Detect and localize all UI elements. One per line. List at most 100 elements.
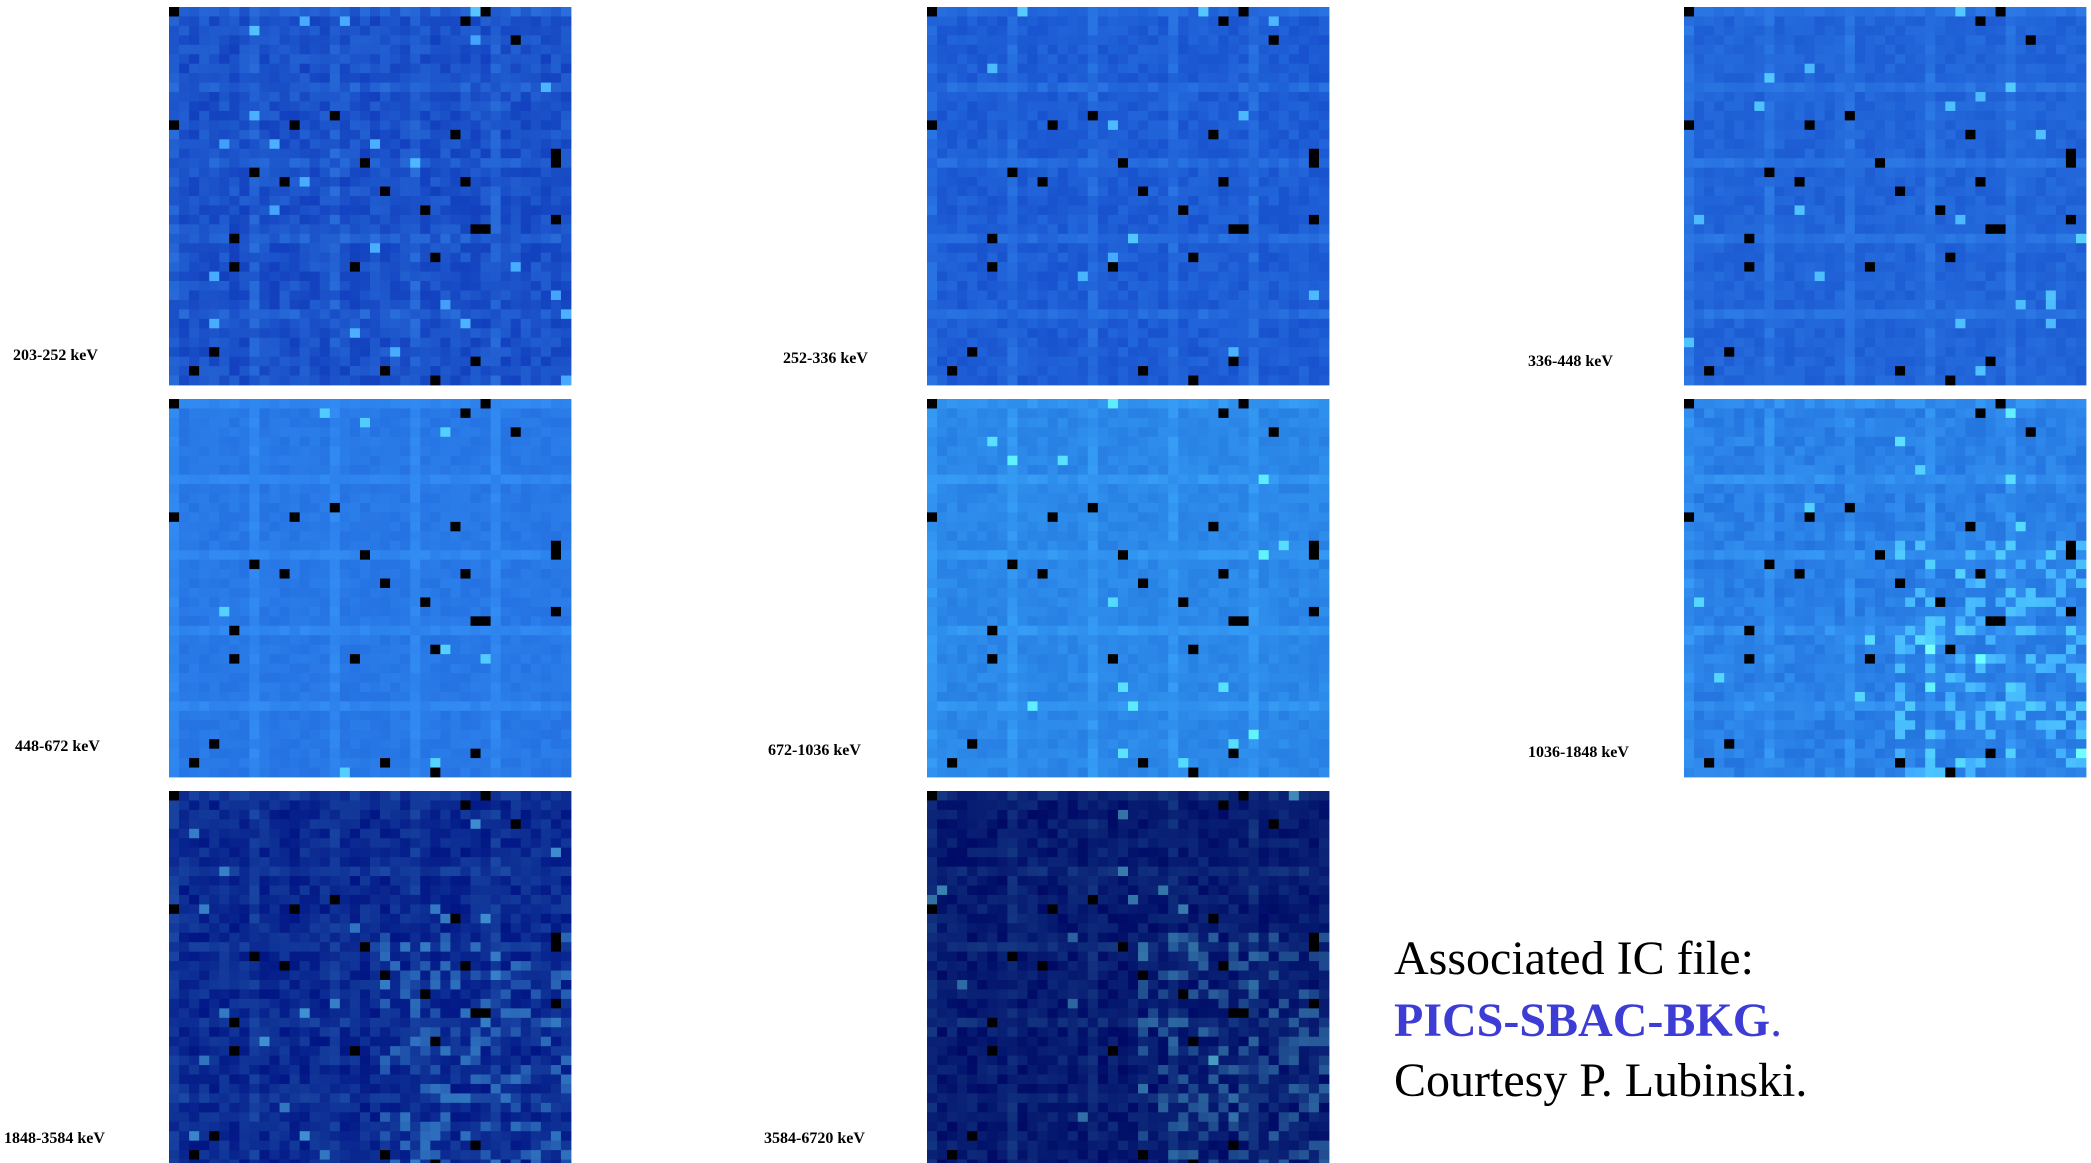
pixel: [937, 101, 948, 112]
pixel: [1158, 54, 1169, 65]
pixel: [1804, 129, 1816, 140]
pixel: [1714, 186, 1725, 197]
pixel: [460, 399, 471, 409]
pixel: [1814, 158, 1826, 169]
pixel: [189, 337, 200, 348]
pixel: [1047, 148, 1059, 159]
pixel: [967, 299, 978, 310]
pixel: [370, 427, 381, 438]
pixel: [219, 408, 230, 419]
pixel: [1067, 63, 1079, 74]
pixel: [1107, 356, 1119, 367]
pixel: [1684, 158, 1695, 169]
pixel: [2025, 318, 2037, 329]
pixel: [927, 186, 938, 197]
pixel: [560, 427, 572, 438]
pixel: [1694, 101, 1705, 112]
pixel: [1794, 271, 1805, 282]
pixel: [440, 196, 451, 206]
pixel: [259, 167, 270, 178]
pixel: [1208, 82, 1219, 93]
pixel: [1278, 205, 1290, 216]
pixel: [490, 366, 502, 376]
pixel: [289, 356, 301, 367]
pixel: [209, 262, 220, 272]
pixel: [1844, 110, 1856, 121]
pixel: [987, 318, 998, 329]
pixel: [339, 233, 351, 244]
pixel: [1148, 252, 1159, 263]
pixel: [229, 186, 240, 197]
pixel: [1198, 233, 1209, 244]
pixel: [1834, 120, 1846, 131]
pixel: [359, 243, 371, 254]
pixel: [1784, 63, 1795, 74]
pixel: [1925, 271, 1936, 282]
pixel: [450, 328, 461, 339]
pixel: [967, 196, 978, 206]
pixel: [530, 347, 542, 358]
pixel: [219, 318, 230, 329]
pixel: [1925, 224, 1936, 235]
pixel: [1138, 16, 1149, 27]
pixel: [1834, 16, 1846, 27]
pixel: [1077, 82, 1089, 93]
pixel: [390, 205, 401, 216]
pixel: [1238, 101, 1249, 112]
pixel: [1037, 328, 1048, 339]
pixel: [1017, 25, 1028, 36]
pixel: [2065, 148, 2077, 159]
pixel: [1258, 252, 1270, 263]
pixel: [2025, 337, 2037, 348]
pixel: [1684, 101, 1695, 112]
pixel: [500, 63, 512, 74]
pixel: [1188, 318, 1199, 329]
pixel: [1724, 54, 1735, 65]
pixel: [380, 54, 391, 65]
pixel: [1935, 186, 1946, 197]
pixel: [977, 224, 988, 235]
pixel: [1097, 243, 1109, 254]
pixel: [1975, 110, 1986, 121]
pixel: [1814, 148, 1826, 159]
pixel: [1684, 25, 1695, 36]
pixel: [329, 252, 341, 263]
pixel: [470, 318, 481, 329]
pixel: [470, 224, 481, 235]
pixel: [1714, 92, 1725, 102]
pixel: [1995, 205, 2006, 216]
pixel: [1148, 129, 1159, 140]
pixel: [510, 356, 522, 367]
pixel: [1935, 35, 1946, 46]
pixel: [1915, 120, 1926, 131]
pixel: [1985, 233, 1996, 244]
pixel: [1298, 347, 1310, 358]
pixel: [1318, 92, 1330, 102]
pixel: [1694, 224, 1705, 235]
pixel: [1268, 129, 1280, 140]
pixel: [1117, 243, 1129, 254]
pixel: [1905, 366, 1916, 376]
pixel: [410, 399, 421, 409]
pixel: [450, 366, 461, 376]
pixel: [1905, 252, 1916, 263]
pixel: [550, 337, 562, 348]
pixel: [1975, 35, 1986, 46]
pixel: [1794, 129, 1805, 140]
pixel: [2075, 309, 2087, 320]
pixel: [2015, 224, 2027, 235]
pixel: [977, 82, 988, 93]
pixel: [440, 101, 451, 112]
pixel: [1208, 129, 1219, 140]
pixel: [1017, 271, 1028, 282]
pixel: [1128, 54, 1139, 65]
pixel: [957, 120, 968, 131]
pixel: [1268, 177, 1280, 187]
pixel: [1784, 347, 1795, 358]
pixel: [169, 177, 180, 187]
pixel: [390, 271, 401, 282]
pixel: [209, 120, 220, 131]
pixel: [380, 399, 391, 409]
pixel: [1248, 186, 1260, 197]
pixel: [1318, 205, 1330, 216]
